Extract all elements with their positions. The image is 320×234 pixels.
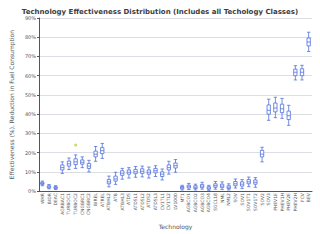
svg-text:SGCL18: SGCL18 [213, 193, 218, 211]
svg-text:Technology Effectiveness Distr: Technology Effectiveness Distribution (I… [22, 8, 298, 16]
svg-text:SOV1T2: SOV1T2 [253, 193, 258, 211]
svg-text:70%: 70% [25, 53, 36, 59]
svg-text:PHEV1E: PHEV1E [273, 193, 278, 211]
svg-text:0%: 0% [28, 188, 36, 194]
svg-text:90%: 90% [25, 15, 36, 21]
svg-text:NML2: NML2 [226, 193, 231, 206]
svg-text:SOV2: SOV2 [260, 193, 265, 205]
svg-text:ATDSL1: ATDSL1 [133, 193, 138, 210]
svg-text:ATB: ATB [113, 193, 118, 202]
svg-text:BIDR: BIDR [47, 193, 52, 204]
svg-text:80%: 80% [25, 34, 36, 40]
svg-text:Technology: Technology [158, 223, 193, 231]
svg-text:TURBOC2: TURBOC2 [73, 193, 78, 216]
svg-text:ATREL: ATREL [100, 193, 105, 207]
svg-text:SOV: SOV [233, 192, 238, 202]
svg-text:60%: 60% [25, 73, 36, 79]
svg-text:PHEV1H: PHEV1H [280, 193, 285, 211]
svg-text:AGBCO3: AGBCO3 [200, 193, 205, 212]
svg-text:ATBHL2: ATBHL2 [106, 193, 111, 210]
svg-text:CNGBRC2: CNGBRC2 [86, 193, 91, 215]
svg-text:SOV1T1: SOV1T1 [246, 193, 251, 211]
svg-text:ATBHL3: ATBHL3 [120, 193, 125, 210]
svg-text:BIREL: BIREL [93, 193, 98, 206]
svg-text:PHEV2H: PHEV2H [293, 193, 298, 211]
svg-text:ATDSL3: ATDSL3 [153, 193, 158, 210]
svg-text:DEAC: DEAC [53, 193, 58, 205]
svg-text:ATDS2: ATDS2 [146, 193, 151, 208]
svg-text:ATDS: ATDS [126, 193, 131, 205]
svg-text:PHEV2E: PHEV2E [286, 193, 291, 211]
svg-text:30%: 30% [25, 130, 36, 136]
svg-text:TURBOC1: TURBOC1 [66, 193, 71, 216]
svg-text:SOV1: SOV1 [240, 193, 245, 205]
svg-text:AGRBAC1: AGRBAC1 [60, 193, 65, 215]
svg-text:10%: 10% [25, 169, 36, 175]
svg-text:50%: 50% [25, 92, 36, 98]
svg-text:AGBCO4: AGBCO4 [206, 193, 211, 212]
svg-text:Effectiveness (%), Reduction i: Effectiveness (%), Reduction in Fuel Con… [8, 30, 16, 179]
svg-text:NML: NML [220, 193, 225, 203]
svg-text:ATDSL2: ATDSL2 [140, 193, 145, 210]
svg-text:WHR: WHR [40, 193, 45, 204]
svg-text:SOV3: SOV3 [266, 193, 271, 205]
svg-text:BEV: BEV [306, 192, 311, 202]
svg-text:MT1: MT1 [180, 193, 185, 203]
svg-text:CNGBRC1: CNGBRC1 [80, 193, 85, 215]
svg-text:AGBCO2: AGBCO2 [193, 193, 198, 212]
svg-text:FCV: FCV [300, 192, 305, 202]
svg-text:20%: 20% [25, 150, 36, 156]
svg-text:CV1TL1: CV1TL1 [160, 193, 165, 210]
svg-text:LV1000: LV1000 [173, 193, 178, 210]
svg-text:CV1TL2: CV1TL2 [166, 193, 171, 210]
svg-text:40%: 40% [25, 111, 36, 117]
svg-text:AGBCO1: AGBCO1 [186, 193, 191, 212]
